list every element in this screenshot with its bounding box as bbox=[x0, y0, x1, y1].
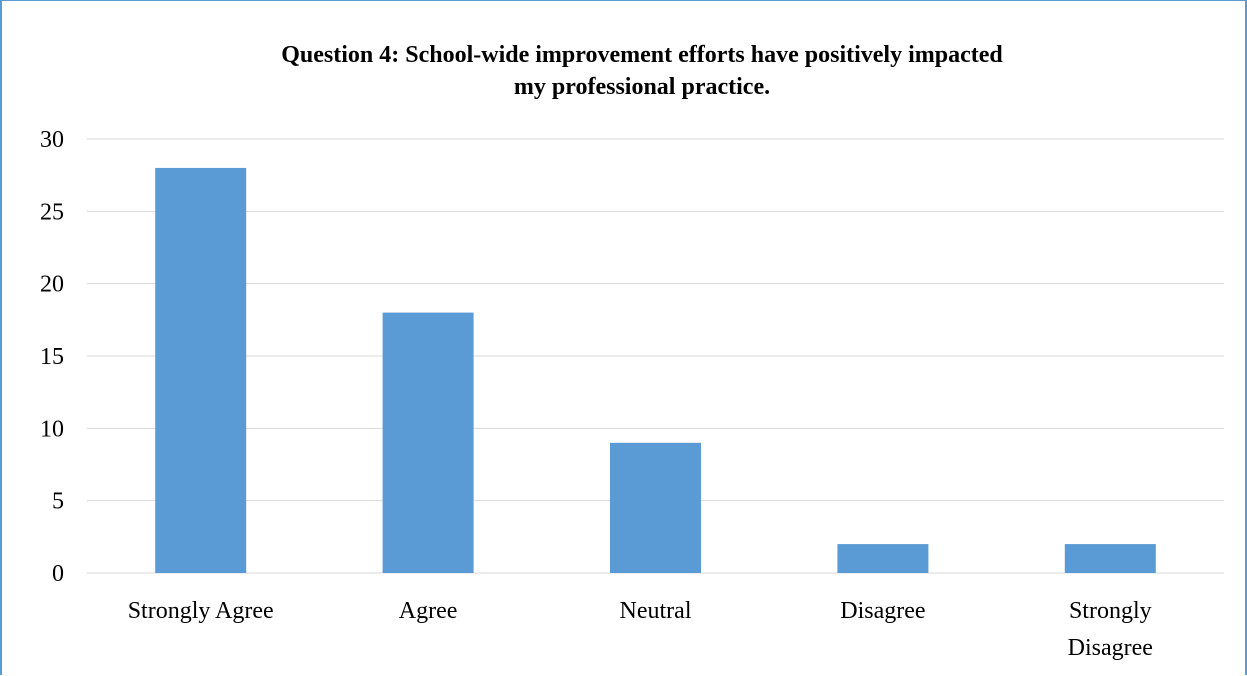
y-tick-label: 20 bbox=[40, 272, 64, 298]
y-tick-label: 10 bbox=[40, 416, 64, 442]
y-tick-label: 5 bbox=[52, 489, 64, 515]
bar-strongly-agree bbox=[155, 167, 247, 573]
chart-title: Question 4: School-wide improvement effo… bbox=[281, 42, 1003, 100]
x-category-label: Strongly Disagree bbox=[1068, 598, 1153, 661]
x-category-label: Agree bbox=[399, 598, 458, 624]
y-tick-label: 0 bbox=[52, 561, 64, 587]
x-axis-labels: Strongly Agree Agree Neutral Disagree Strong… bbox=[128, 598, 1153, 661]
bar-strongly-disagree bbox=[1064, 544, 1156, 573]
x-category-label: Disagree bbox=[840, 598, 925, 624]
y-tick-label: 25 bbox=[40, 199, 64, 225]
x-category-label: Strongly Agree bbox=[128, 598, 274, 624]
bar-disagree bbox=[837, 544, 929, 573]
bar-neutral bbox=[610, 442, 701, 573]
bar-agree bbox=[382, 312, 474, 573]
y-axis-ticks: 0 5 10 15 20 25 30 bbox=[40, 127, 64, 587]
x-category-label: Neutral bbox=[620, 598, 692, 624]
y-tick-label: 30 bbox=[40, 127, 64, 153]
bars bbox=[155, 167, 1156, 573]
y-tick-label: 15 bbox=[40, 344, 64, 370]
